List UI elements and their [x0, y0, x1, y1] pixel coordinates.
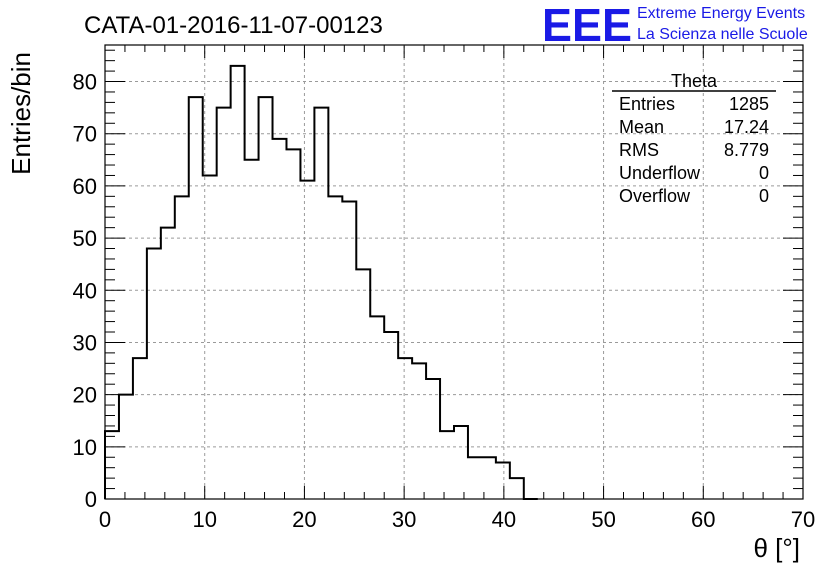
stats-row-label: RMS — [619, 140, 659, 160]
histogram-bin — [384, 332, 398, 499]
y-tick-label: 50 — [73, 226, 97, 251]
y-tick-label: 80 — [73, 70, 97, 95]
histogram-bin — [217, 108, 231, 499]
eee-logo: EEE Extreme Energy Events La Scienza nel… — [542, 0, 808, 51]
histogram-bin — [203, 175, 217, 499]
histogram-bin — [273, 139, 287, 499]
stats-row-label: Mean — [619, 117, 664, 137]
histogram-bin — [426, 379, 440, 499]
stats-row-value: 0 — [759, 163, 769, 183]
x-axis-label: θ [°] — [753, 533, 800, 563]
histogram-bin — [245, 160, 259, 499]
histogram-bin — [440, 431, 454, 499]
histogram-bin — [356, 269, 370, 499]
histogram-bin — [468, 457, 482, 499]
histogram-bin — [147, 249, 161, 499]
histogram-bin — [496, 462, 510, 499]
y-tick-label: 0 — [85, 487, 97, 512]
histogram-bin — [328, 196, 342, 499]
histogram-bin — [189, 97, 203, 499]
stats-box: Theta Entries 1285 Mean 17.24 RMS 8.779 Underf… — [612, 71, 776, 206]
x-tick-label: 20 — [292, 507, 316, 532]
eee-logo-line1: Extreme Energy Events — [637, 5, 805, 22]
x-tick-label: 40 — [492, 507, 516, 532]
y-tick-label: 10 — [73, 435, 97, 460]
y-tick-label: 40 — [73, 278, 97, 303]
eee-logo-line2: La Scienza nelle Scuole — [637, 26, 808, 43]
stats-row-label: Overflow — [619, 186, 691, 206]
x-tick-label: 50 — [591, 507, 615, 532]
histogram-bin — [161, 228, 175, 499]
y-axis-label: Entries/bin — [6, 52, 36, 175]
tick-labels: 0 10 20 30 40 50 60 70 0 10 20 30 40 50 60 70 80 — [73, 70, 816, 532]
stats-row-value: 17.24 — [724, 117, 769, 137]
x-tick-label: 0 — [99, 507, 111, 532]
y-tick-label: 60 — [73, 174, 97, 199]
histogram-bin — [300, 181, 314, 499]
stats-row-label: Underflow — [619, 163, 701, 183]
y-tick-label: 70 — [73, 122, 97, 147]
grid-lines — [105, 45, 803, 499]
stats-box-rows: Entries 1285 Mean 17.24 RMS 8.779 Underflow 0 Ov… — [619, 94, 769, 206]
axis-ticks — [104, 45, 804, 500]
histogram-bin — [133, 358, 147, 499]
eee-logo-acronym: EEE — [542, 0, 632, 51]
stats-row-label: Entries — [619, 94, 675, 114]
histogram-bin — [510, 478, 524, 499]
y-tick-label: 30 — [73, 330, 97, 355]
x-tick-label: 70 — [791, 507, 815, 532]
histogram-bin — [231, 66, 245, 499]
plot-frame — [104, 44, 804, 500]
chart-title: CATA-01-2016-11-07-00123 — [84, 12, 383, 39]
stats-row-value: 0 — [759, 186, 769, 206]
x-tick-label: 10 — [192, 507, 216, 532]
histogram-bin — [412, 363, 426, 499]
x-tick-label: 30 — [392, 507, 416, 532]
histogram-bin — [314, 108, 328, 499]
stats-row-value: 8.779 — [724, 140, 769, 160]
histogram-bin — [454, 426, 468, 499]
histogram-bin — [370, 316, 384, 499]
y-tick-label: 20 — [73, 383, 97, 408]
histogram-bin — [175, 196, 189, 499]
histogram-bin — [259, 97, 273, 499]
histogram-step-line — [104, 64, 538, 500]
histogram-bin — [398, 358, 412, 499]
stats-row-value: 1285 — [729, 94, 769, 114]
stats-box-name: Theta — [671, 71, 718, 91]
x-tick-label: 60 — [691, 507, 715, 532]
histogram-bin — [342, 202, 356, 499]
